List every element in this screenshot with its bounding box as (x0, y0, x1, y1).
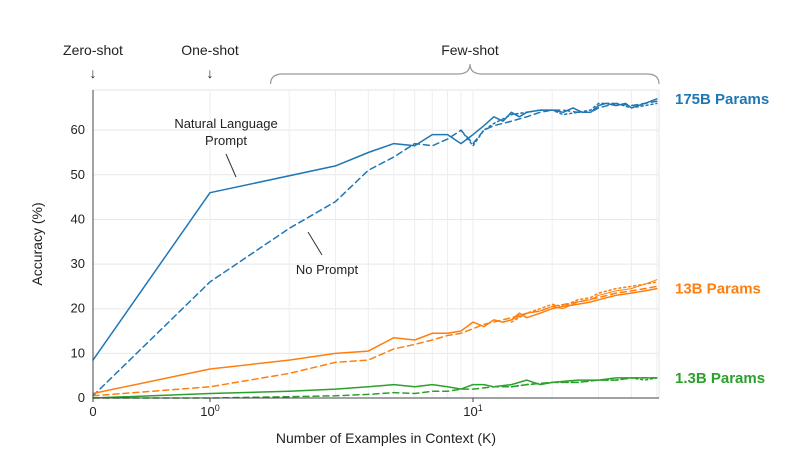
y-tick-label: 10 (71, 345, 85, 360)
plot-frame (92, 89, 660, 399)
few-shot-brace (270, 63, 660, 85)
y-tick-label: 0 (78, 390, 85, 405)
annotation-natural-language: Natural Language (174, 116, 277, 131)
one-shot-arrow-icon: ↓ (207, 65, 214, 81)
zero-shot-label: Zero-shot (63, 42, 123, 58)
series-label: 13B Params (675, 281, 761, 298)
y-tick-label: 40 (71, 211, 85, 226)
annotation-no-prompt: No Prompt (296, 262, 359, 277)
series-line-13B-thin (510, 279, 658, 321)
series-line-13B-dashed (92, 285, 658, 397)
series-line-1.3B-solid (92, 377, 658, 399)
series-label: 1.3B Params (675, 370, 765, 387)
annotation-prompt: Prompt (205, 133, 247, 148)
one-shot-label: One-shot (181, 42, 239, 58)
series-line-13B-dotted (510, 281, 658, 323)
series-line-1.3B-dotted (510, 377, 658, 388)
annotation-pointer (225, 153, 237, 178)
axes: 0 10 20 30 40 50 60 0 100 101 (71, 90, 659, 419)
series-line-13B-solid (92, 287, 658, 395)
series-line-175B-solid (92, 98, 658, 361)
y-tick-label: 20 (71, 301, 85, 316)
series-label: 175B Params (675, 91, 769, 108)
zero-shot-arrow-icon: ↓ (90, 65, 97, 81)
labels: Number of Examples in Context (K) Accurac… (29, 42, 769, 446)
series-layer (92, 98, 658, 399)
series-line-175B-dotted (460, 102, 658, 147)
y-tick-label: 30 (71, 256, 85, 271)
y-axis-title: Accuracy (%) (29, 202, 45, 285)
few-shot-label: Few-shot (441, 42, 499, 58)
y-tick-label: 60 (71, 122, 85, 137)
x-axis-title: Number of Examples in Context (K) (276, 430, 496, 446)
series-line-1.3B-dashed (92, 377, 658, 399)
annotation-pointer (307, 231, 323, 256)
y-tick-label: 50 (71, 167, 85, 182)
series-line-175B-dashed (92, 100, 658, 397)
grid (92, 89, 660, 399)
x-tick-label: 101 (463, 403, 482, 419)
x-tick-label: 100 (200, 403, 219, 419)
x-tick-label: 0 (89, 404, 96, 419)
